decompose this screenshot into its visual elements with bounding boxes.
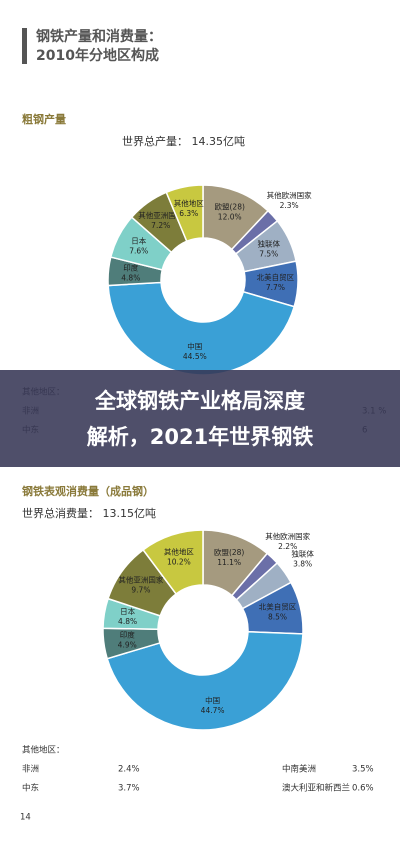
notes-cell: 0.6% xyxy=(352,784,374,794)
banner-text: 解析，2021年世界钢铁 xyxy=(87,425,313,449)
notes-cell: 2.4% xyxy=(118,765,140,775)
segment-label: 日本 xyxy=(131,235,146,245)
segment-label: 中国 xyxy=(187,341,202,351)
banner-text: 全球钢铁产业格局深度 xyxy=(94,389,305,413)
pie-segment xyxy=(106,630,304,731)
notes-label: 其他地区： xyxy=(22,745,65,756)
segment-label: 独联体 xyxy=(291,549,314,559)
segment-value: 2.3% xyxy=(280,201,299,210)
segment-label: 独联体 xyxy=(257,238,280,248)
segment-value: 4.9% xyxy=(118,640,137,649)
segment-label: 其他欧洲国家 xyxy=(267,190,312,200)
segment-label: 北美自贸区 xyxy=(259,602,297,612)
segment-value: 44.7% xyxy=(201,706,225,715)
segment-value: 44.5% xyxy=(183,352,207,361)
pie-segment xyxy=(142,529,204,595)
chart-title: 钢铁表观消费量（成品钢） xyxy=(22,484,154,498)
notes-cell: 中南美洲 xyxy=(282,764,316,775)
header-title: 2010年分地区构成 xyxy=(36,47,159,64)
segment-label: 欧盟(28) xyxy=(215,202,245,212)
segment-label: 其他地区 xyxy=(174,198,204,208)
segment-value: 7.6% xyxy=(129,246,148,255)
pie-segment xyxy=(165,184,204,243)
segment-value: 4.8% xyxy=(121,273,140,282)
segment-value: 10.2% xyxy=(167,557,191,566)
segment-value: 2.2% xyxy=(278,542,297,551)
segment-label: 欧盟(28) xyxy=(214,547,244,557)
segment-label: 其他欧洲国家 xyxy=(265,531,310,541)
segment-value: 4.8% xyxy=(118,617,137,626)
segment-value: 12.0% xyxy=(218,213,242,222)
segment-value: 8.5% xyxy=(268,613,287,622)
segment-label: 日本 xyxy=(120,606,135,616)
segment-value: 9.7% xyxy=(131,585,150,594)
notes-cell: 澳大利亚和新西兰 xyxy=(282,783,350,794)
chart-subtitle: 世界总产量： 14.35亿吨 xyxy=(122,134,245,148)
header-title: 钢铁产量和消费量： xyxy=(36,28,162,45)
segment-label: 印度 xyxy=(123,262,138,272)
chart-title: 粗钢产量 xyxy=(22,112,66,126)
segment-label: 其他亚洲国家 xyxy=(118,574,163,584)
segment-label: 北美自贸区 xyxy=(257,272,295,282)
header-bar xyxy=(22,28,27,64)
segment-label: 其他亚洲国家 xyxy=(138,210,183,220)
segment-value: 6.3% xyxy=(179,209,198,218)
notes-cell: 中东 xyxy=(22,783,39,794)
pie-segment xyxy=(107,281,296,376)
notes-cell: 非洲 xyxy=(22,764,39,775)
segment-value: 7.7% xyxy=(266,283,285,292)
segment-value: 7.5% xyxy=(259,249,278,258)
segment-value: 7.2% xyxy=(151,221,170,230)
segment-value: 11.1% xyxy=(217,558,241,567)
banner-bg xyxy=(0,370,400,467)
segment-label: 中国 xyxy=(205,695,220,705)
notes-cell: 3.5% xyxy=(352,765,374,775)
page-number: 14 xyxy=(20,813,31,823)
segment-value: 3.8% xyxy=(293,560,312,569)
segment-label: 印度 xyxy=(120,629,135,639)
segment-label: 其他地区 xyxy=(164,546,194,556)
notes-cell: 3.7% xyxy=(118,784,140,794)
chart-subtitle: 世界总消费量： 13.15亿吨 xyxy=(22,506,156,520)
